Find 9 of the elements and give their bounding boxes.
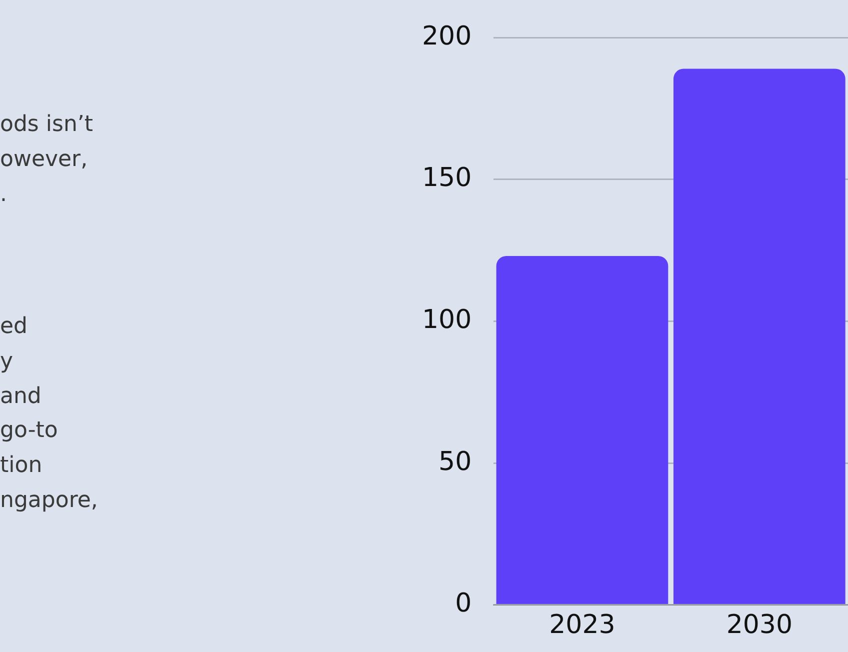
text: ods isn’t owever, .	[0, 111, 94, 209]
y-tick-label: 200	[422, 21, 472, 52]
y-tick-label: 100	[422, 304, 472, 335]
y-tick-label: 50	[438, 446, 472, 477]
y-tick-label: 0	[455, 588, 472, 619]
x-tick-label: 2030	[726, 610, 792, 640]
x-tick-label: 2023	[549, 610, 616, 640]
y-tick-label: 150	[422, 163, 472, 194]
text: ed y and go-to tion ngapore,	[0, 313, 98, 515]
